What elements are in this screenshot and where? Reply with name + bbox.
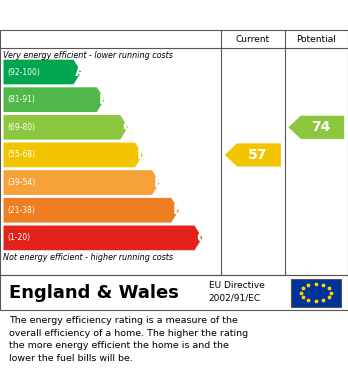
Text: (21-38): (21-38) xyxy=(8,206,35,215)
Text: Current: Current xyxy=(236,35,270,44)
Text: (81-91): (81-91) xyxy=(8,95,35,104)
Text: B: B xyxy=(98,93,109,107)
Text: (92-100): (92-100) xyxy=(8,68,40,77)
Text: C: C xyxy=(122,120,132,134)
Polygon shape xyxy=(3,198,179,222)
Text: D: D xyxy=(137,148,148,162)
Text: EU Directive
2002/91/EC: EU Directive 2002/91/EC xyxy=(209,282,265,302)
Text: Energy Efficiency Rating: Energy Efficiency Rating xyxy=(9,7,219,23)
Text: England & Wales: England & Wales xyxy=(9,283,179,301)
Text: 57: 57 xyxy=(248,148,267,162)
Text: (55-68): (55-68) xyxy=(8,151,36,160)
Polygon shape xyxy=(3,87,104,112)
Polygon shape xyxy=(3,60,81,84)
Text: Potential: Potential xyxy=(296,35,336,44)
Text: (69-80): (69-80) xyxy=(8,123,36,132)
Polygon shape xyxy=(3,143,143,167)
Polygon shape xyxy=(225,143,281,167)
Polygon shape xyxy=(3,226,202,250)
Text: 74: 74 xyxy=(311,120,331,134)
Text: Not energy efficient - higher running costs: Not energy efficient - higher running co… xyxy=(3,253,174,262)
Text: (1-20): (1-20) xyxy=(8,233,31,242)
Polygon shape xyxy=(288,116,344,139)
Polygon shape xyxy=(3,115,128,140)
Text: Very energy efficient - lower running costs: Very energy efficient - lower running co… xyxy=(3,51,173,60)
Text: G: G xyxy=(196,231,208,245)
Text: A: A xyxy=(75,65,86,79)
Text: E: E xyxy=(154,176,163,190)
Text: (39-54): (39-54) xyxy=(8,178,36,187)
Text: The energy efficiency rating is a measure of the
overall efficiency of a home. T: The energy efficiency rating is a measur… xyxy=(9,316,248,363)
Bar xyxy=(291,278,341,307)
Polygon shape xyxy=(3,170,160,195)
Text: F: F xyxy=(173,203,182,217)
